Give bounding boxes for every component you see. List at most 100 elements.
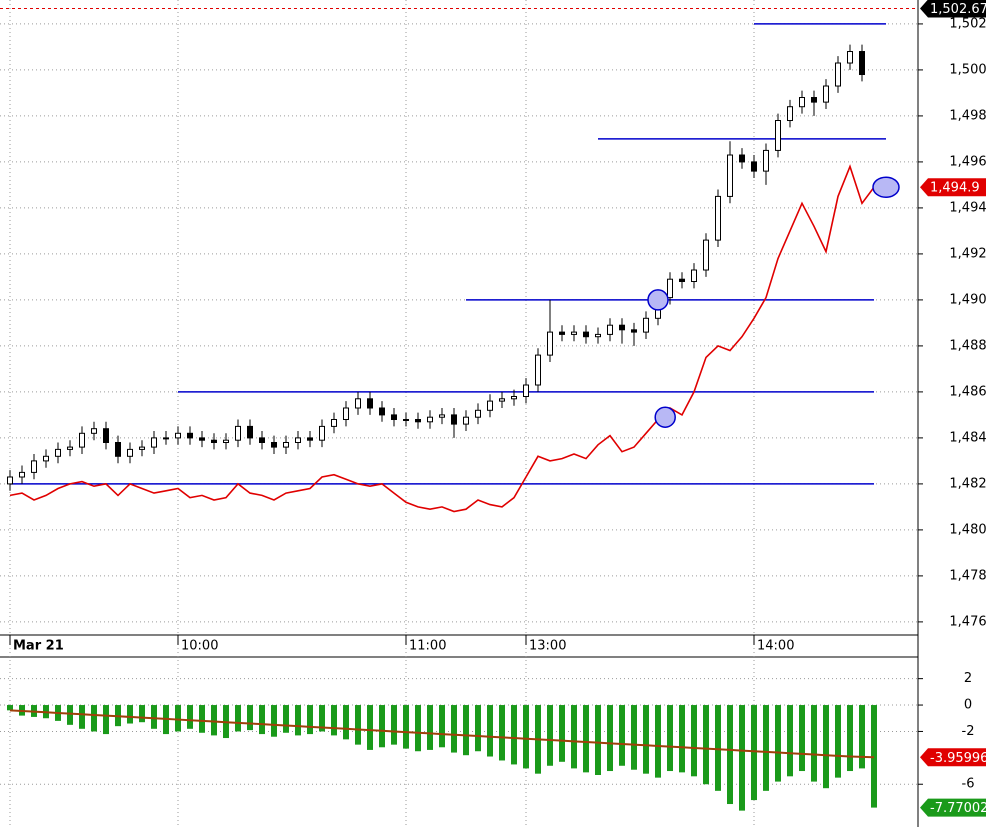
candle-body — [391, 414, 397, 421]
value-tag — [920, 748, 986, 767]
candle-body — [475, 409, 481, 418]
bar — [427, 705, 433, 750]
bar — [343, 705, 349, 740]
y-tick-label: 0 — [964, 698, 972, 713]
bar — [775, 705, 781, 782]
bar — [283, 705, 289, 733]
candle-body — [751, 161, 757, 172]
bar — [799, 705, 805, 772]
candle-body — [643, 317, 649, 333]
y-tick-label: 1,492 — [949, 246, 986, 261]
bar — [739, 705, 745, 811]
bar — [403, 705, 409, 749]
candle-body — [355, 398, 361, 409]
bar — [511, 705, 517, 765]
bar — [835, 705, 841, 778]
x-tick-label: 14:00 — [757, 639, 794, 654]
value-tag — [920, 0, 986, 18]
y-tick-label: 1,476 — [949, 614, 986, 629]
candle-body — [439, 414, 445, 418]
bar — [367, 705, 373, 750]
bar — [715, 705, 721, 791]
bar — [475, 705, 481, 752]
candle-body — [283, 441, 289, 448]
candle-body — [343, 407, 349, 421]
candle-body — [715, 195, 721, 241]
bar — [139, 705, 145, 723]
bar — [451, 705, 457, 753]
bar — [607, 705, 613, 772]
y-tick-label: 1,484 — [949, 430, 986, 445]
bar — [127, 705, 133, 724]
x-tick-label: Mar 21 — [13, 639, 64, 654]
candle-body — [403, 419, 409, 422]
bar — [643, 705, 649, 774]
candle-body — [163, 437, 169, 440]
candle-body — [607, 324, 613, 335]
bar — [307, 705, 313, 735]
x-tick-label: 13:00 — [529, 639, 566, 654]
y-tick-label: 2 — [964, 671, 972, 686]
value-tag-label: 1,502.67 — [930, 2, 986, 17]
value-tag — [920, 178, 986, 197]
bar — [415, 705, 421, 752]
y-tick-label: 1,478 — [949, 568, 986, 583]
candle-body — [727, 154, 733, 197]
y-tick-label: 1,488 — [949, 338, 986, 353]
candle-body — [43, 455, 49, 462]
bar — [199, 705, 205, 733]
candle-body — [787, 106, 793, 122]
candle-body — [739, 154, 745, 163]
candle-body — [859, 51, 865, 76]
bar — [235, 705, 241, 732]
y-tick-label: 1,490 — [949, 292, 986, 307]
bar — [175, 705, 181, 732]
candle-body — [295, 437, 301, 443]
candle-body — [523, 384, 529, 398]
bar — [691, 705, 697, 777]
candle-body — [775, 120, 781, 151]
value-tag-label: -7.77002 — [930, 801, 986, 816]
candle-body — [559, 331, 565, 335]
candle-body — [187, 432, 193, 439]
candle-body — [271, 441, 277, 448]
y-tick-label: 1,500 — [949, 62, 986, 77]
candle-body — [823, 85, 829, 103]
bar — [631, 705, 637, 770]
x-tick-label: 11:00 — [409, 639, 446, 654]
candle-body — [7, 476, 13, 485]
bar — [583, 705, 589, 773]
candle-body — [19, 471, 25, 478]
candle-body — [451, 414, 457, 425]
bar — [187, 705, 193, 729]
bar — [499, 705, 505, 761]
value-tag-label: 1,494.9 — [930, 181, 980, 196]
candle-body — [307, 437, 313, 441]
candle-body — [535, 354, 541, 386]
bar — [211, 705, 217, 736]
candle-body — [499, 398, 505, 402]
x-tick-label: 10:00 — [181, 639, 218, 654]
candle-body — [511, 396, 517, 400]
bar — [151, 705, 157, 729]
candle-body — [199, 437, 205, 441]
bar — [271, 705, 277, 737]
bar — [655, 705, 661, 778]
candle-body — [79, 432, 85, 448]
bar — [355, 705, 361, 745]
bar — [523, 705, 529, 769]
candle-body — [847, 51, 853, 64]
bar — [703, 705, 709, 785]
y-tick-label: 1,494 — [949, 200, 986, 215]
candle-body — [31, 460, 37, 473]
bar — [667, 705, 673, 772]
bar — [595, 705, 601, 775]
candle-body — [763, 149, 769, 172]
bar — [391, 705, 397, 745]
candle-body — [703, 239, 709, 271]
line-series — [9, 709, 875, 759]
bar — [67, 705, 73, 725]
signal-marker — [872, 176, 900, 198]
